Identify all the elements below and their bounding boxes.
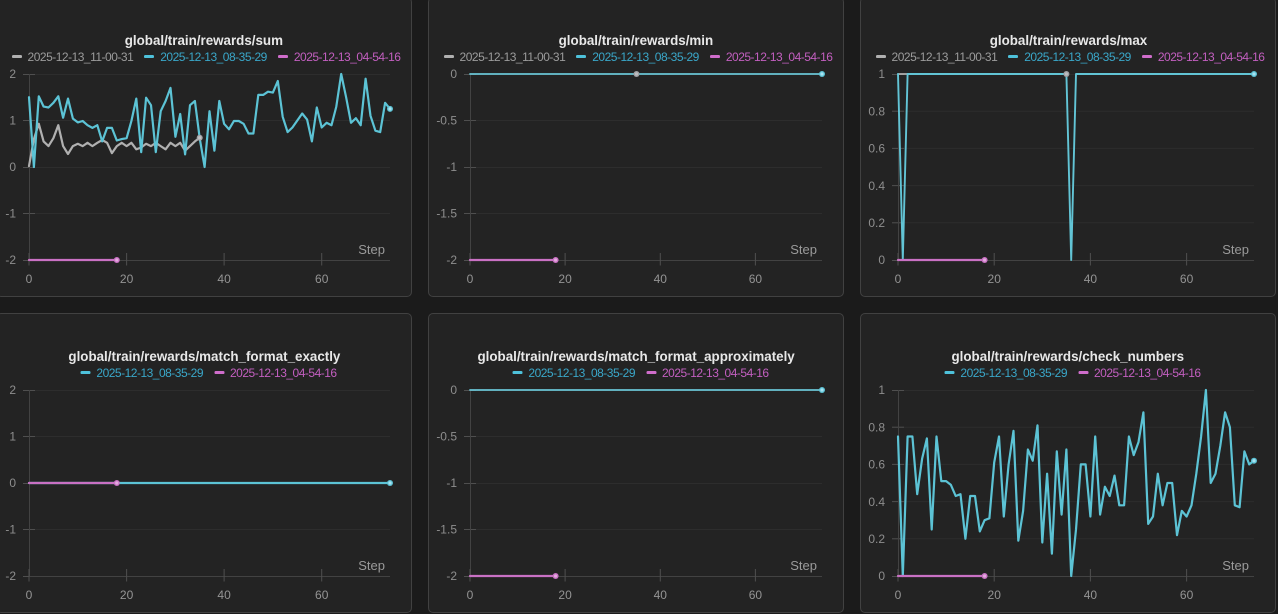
svg-text:40: 40 [217,272,231,286]
svg-text:0: 0 [450,67,457,81]
svg-text:40: 40 [654,272,668,286]
svg-text:20: 20 [120,272,134,286]
svg-text:Step: Step [790,242,817,257]
svg-text:20: 20 [988,272,1002,286]
svg-text:-0.5: -0.5 [436,430,457,444]
svg-text:20: 20 [988,588,1002,602]
svg-text:20: 20 [558,588,572,602]
svg-text:-1: -1 [5,523,16,537]
svg-text:-1: -1 [446,476,457,490]
svg-text:0: 0 [26,272,33,286]
svg-text:Step: Step [358,558,385,573]
svg-text:Step: Step [1222,558,1249,573]
svg-text:0: 0 [467,272,474,286]
svg-text:-1: -1 [446,160,457,174]
svg-text:-2: -2 [5,569,16,583]
svg-text:-2: -2 [446,253,457,267]
svg-text:60: 60 [315,588,329,602]
svg-text:0.2: 0.2 [868,216,885,230]
svg-text:0.6: 0.6 [868,142,885,156]
svg-text:40: 40 [1084,272,1098,286]
svg-text:60: 60 [1180,272,1194,286]
svg-text:60: 60 [315,272,329,286]
svg-text:0.8: 0.8 [868,420,885,434]
svg-text:1: 1 [9,114,16,128]
svg-text:20: 20 [120,588,134,602]
svg-text:Step: Step [358,242,385,257]
svg-text:1: 1 [878,383,885,397]
svg-text:40: 40 [217,588,231,602]
svg-text:60: 60 [1180,588,1194,602]
svg-text:0.4: 0.4 [868,179,885,193]
svg-text:-1: -1 [5,207,16,221]
svg-text:0.4: 0.4 [868,495,885,509]
svg-text:2: 2 [9,383,16,397]
svg-text:0: 0 [878,569,885,583]
svg-text:Step: Step [1222,242,1249,257]
svg-text:0.6: 0.6 [868,458,885,472]
svg-text:-1.5: -1.5 [436,523,457,537]
svg-text:0: 0 [895,588,902,602]
svg-text:0: 0 [9,476,16,490]
svg-text:0: 0 [878,253,885,267]
svg-text:40: 40 [1084,588,1098,602]
svg-text:0.8: 0.8 [868,104,885,118]
svg-text:0.2: 0.2 [868,532,885,546]
svg-text:40: 40 [654,588,668,602]
svg-text:1: 1 [878,67,885,81]
svg-text:0: 0 [9,160,16,174]
svg-text:-0.5: -0.5 [436,114,457,128]
svg-text:60: 60 [749,588,763,602]
svg-text:-1.5: -1.5 [436,207,457,221]
svg-text:0: 0 [450,383,457,397]
svg-text:0: 0 [895,272,902,286]
svg-text:20: 20 [558,272,572,286]
svg-text:-2: -2 [5,253,16,267]
svg-text:1: 1 [9,430,16,444]
svg-text:60: 60 [749,272,763,286]
svg-text:0: 0 [26,588,33,602]
svg-text:Step: Step [790,558,817,573]
svg-text:0: 0 [467,588,474,602]
svg-text:-2: -2 [446,569,457,583]
svg-text:2: 2 [9,67,16,81]
